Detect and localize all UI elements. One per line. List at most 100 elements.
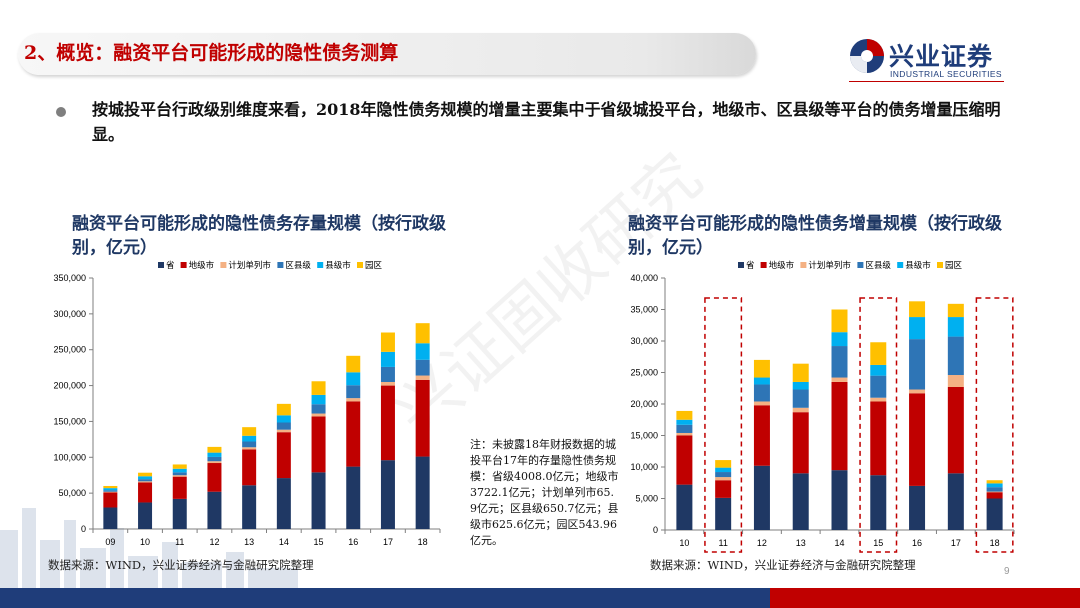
bar-segment	[947, 473, 964, 530]
bar-segment	[103, 485, 118, 489]
x-tick-label: 14	[834, 538, 844, 548]
legend-label: 县级市	[905, 260, 931, 271]
bar-segment	[947, 336, 964, 376]
bar-segment	[311, 413, 326, 417]
bar-segment	[676, 484, 693, 530]
bar-segment	[870, 401, 887, 476]
legend-label: 计划单列市	[808, 260, 851, 271]
x-tick-label: 17	[383, 537, 393, 547]
legend-swatch	[357, 262, 363, 268]
bar-segment	[986, 483, 1003, 488]
y-tick-label: 5,000	[635, 494, 658, 504]
bar-segment	[947, 386, 964, 474]
x-tick-label: 16	[912, 538, 922, 548]
bar-segment	[792, 412, 809, 474]
bar-segment	[792, 363, 809, 382]
footer-bar-blue	[0, 588, 770, 608]
left-source-note: 数据来源：WIND，兴业证券经济与金融研究院整理	[48, 558, 314, 572]
y-tick-label: 50,000	[58, 488, 86, 498]
bar-segment	[380, 332, 395, 352]
bar-segment	[172, 464, 187, 469]
bar-segment	[947, 317, 964, 337]
bar-segment	[380, 381, 395, 386]
bar-segment	[276, 403, 291, 416]
left-chart-title: 融资平台可能形成的隐性债务存量规模（按行政级别，亿元）	[72, 214, 446, 258]
bar-segment	[792, 389, 809, 408]
bar-segment	[909, 301, 926, 318]
bar-segment	[172, 468, 187, 473]
bar-segment	[415, 379, 430, 457]
bar-segment	[792, 407, 809, 413]
bar-segment	[986, 491, 1003, 493]
bar-segment	[103, 492, 118, 508]
bar-segment	[753, 384, 770, 402]
bar-segment	[753, 465, 770, 530]
bar-segment	[138, 482, 153, 503]
bar-segment	[715, 460, 732, 468]
bar-segment	[138, 502, 153, 529]
bar-segment	[138, 476, 153, 480]
bar-segment	[986, 487, 1003, 492]
bar-segment	[311, 404, 326, 414]
chart-note: 注：未披露18年财报数据的城投平台17年的存量隐性债务规模：省级4008.0亿元…	[470, 438, 619, 547]
bar-segment	[792, 381, 809, 390]
bullet-text: 按城投平台行政级别维度来看，2018年隐性债务规模的增量主要集中于省级城投平台，…	[92, 100, 1001, 144]
bar-segment	[831, 470, 848, 530]
y-tick-label: 350,000	[53, 273, 86, 283]
bar-segment	[242, 435, 257, 442]
y-tick-label: 15,000	[630, 431, 658, 441]
bar-segment	[346, 355, 361, 373]
page-number: 9	[1004, 566, 1010, 577]
bar-segment	[831, 332, 848, 347]
legend-swatch	[760, 262, 767, 268]
bar-segment	[676, 424, 693, 433]
bar-segment	[380, 385, 395, 461]
bar-segment	[676, 419, 693, 425]
y-tick-label: 100,000	[53, 452, 86, 462]
bar-segment	[909, 317, 926, 340]
legend-label: 园区	[945, 261, 963, 271]
x-tick-label: 16	[348, 537, 358, 547]
bar-segment	[311, 394, 326, 405]
x-tick-label: 10	[679, 538, 689, 548]
legend-swatch	[180, 262, 187, 268]
bar-segment	[103, 488, 118, 491]
legend-swatch	[738, 262, 744, 268]
bar-segment	[415, 359, 430, 376]
x-tick-label: 10	[140, 537, 150, 547]
y-tick-label: 0	[81, 524, 86, 534]
x-tick-label: 15	[873, 538, 883, 548]
legend-label: 地级市	[189, 260, 215, 271]
bar-segment	[138, 481, 153, 483]
bar-segment	[753, 405, 770, 466]
y-tick-label: 35,000	[630, 305, 658, 315]
right-chart-title: 融资平台可能形成的隐性债务增量规模（按行政级别，亿元）	[628, 214, 1002, 258]
legend-swatch	[897, 262, 904, 268]
bar-segment	[947, 375, 964, 387]
bar-segment	[207, 452, 222, 457]
footer-bar-red	[770, 588, 1080, 608]
bar-segment	[276, 478, 291, 529]
bar-segment	[753, 377, 770, 385]
legend-label: 地级市	[769, 260, 795, 271]
bar-segment	[909, 389, 926, 394]
bar-segment	[415, 456, 430, 529]
stock-debt-chart: 0 50,000 100,000 150,000 200,000 250,000 300,0…	[53, 260, 441, 547]
logo-divider	[849, 81, 1004, 82]
legend-label: 省	[166, 260, 175, 271]
bar-segment	[346, 385, 361, 399]
x-tick-label: 18	[990, 538, 1000, 548]
bar-segment	[753, 401, 770, 406]
x-tick-label: 11	[718, 538, 727, 548]
x-tick-label: 18	[418, 537, 428, 547]
bar-segment	[103, 491, 118, 493]
legend-swatch	[220, 262, 227, 268]
legend-label: 县级市	[325, 260, 351, 271]
bar-segment	[172, 498, 187, 529]
right-source-note: 数据来源：WIND，兴业证券经济与金融研究院整理	[650, 558, 916, 572]
x-tick-label: 17	[951, 538, 961, 548]
bar-segment	[207, 446, 222, 453]
highlight-box	[859, 297, 898, 553]
bar-segment	[380, 460, 395, 529]
bar-segment	[831, 377, 848, 382]
